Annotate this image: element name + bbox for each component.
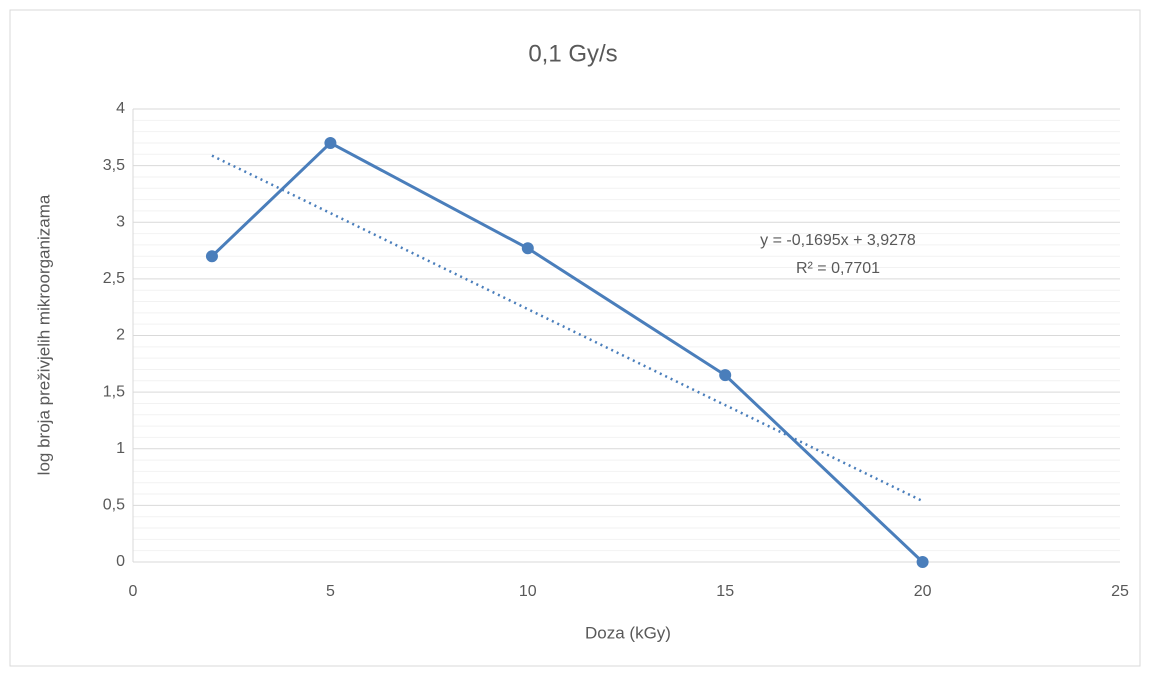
y-tick-label: 0,5 [103,497,125,514]
trendline-r-squared: R² = 0,7701 [796,260,880,277]
data-point [205,250,218,263]
x-tick-label: 5 [326,583,335,600]
x-tick-label: 25 [1111,583,1129,600]
data-point [521,242,534,255]
y-tick-label: 3,5 [103,157,125,174]
y-tick-label: 3 [116,213,125,230]
y-axis-label: log broja preživjelih mikroorganizama [34,194,53,475]
data-point [719,369,732,382]
y-tick-label: 0 [116,553,125,570]
chart-title: 0,1 Gy/s [528,40,617,67]
chart-border [9,9,1141,667]
x-tick-label: 15 [716,583,734,600]
x-tick-label: 20 [914,583,932,600]
x-tick-label: 10 [519,583,537,600]
y-tick-label: 1,5 [103,383,125,400]
y-tick-label: 1 [116,440,125,457]
trendline-equation: y = -0,1695x + 3,9278 [760,232,916,249]
data-point [324,136,337,149]
data-point [916,556,929,568]
y-tick-label: 2,5 [103,270,125,287]
y-tick-label: 2 [116,327,125,344]
x-tick-label: 0 [129,583,138,600]
x-axis-label: Doza (kGy) [585,623,671,642]
y-tick-label: 4 [116,100,125,117]
